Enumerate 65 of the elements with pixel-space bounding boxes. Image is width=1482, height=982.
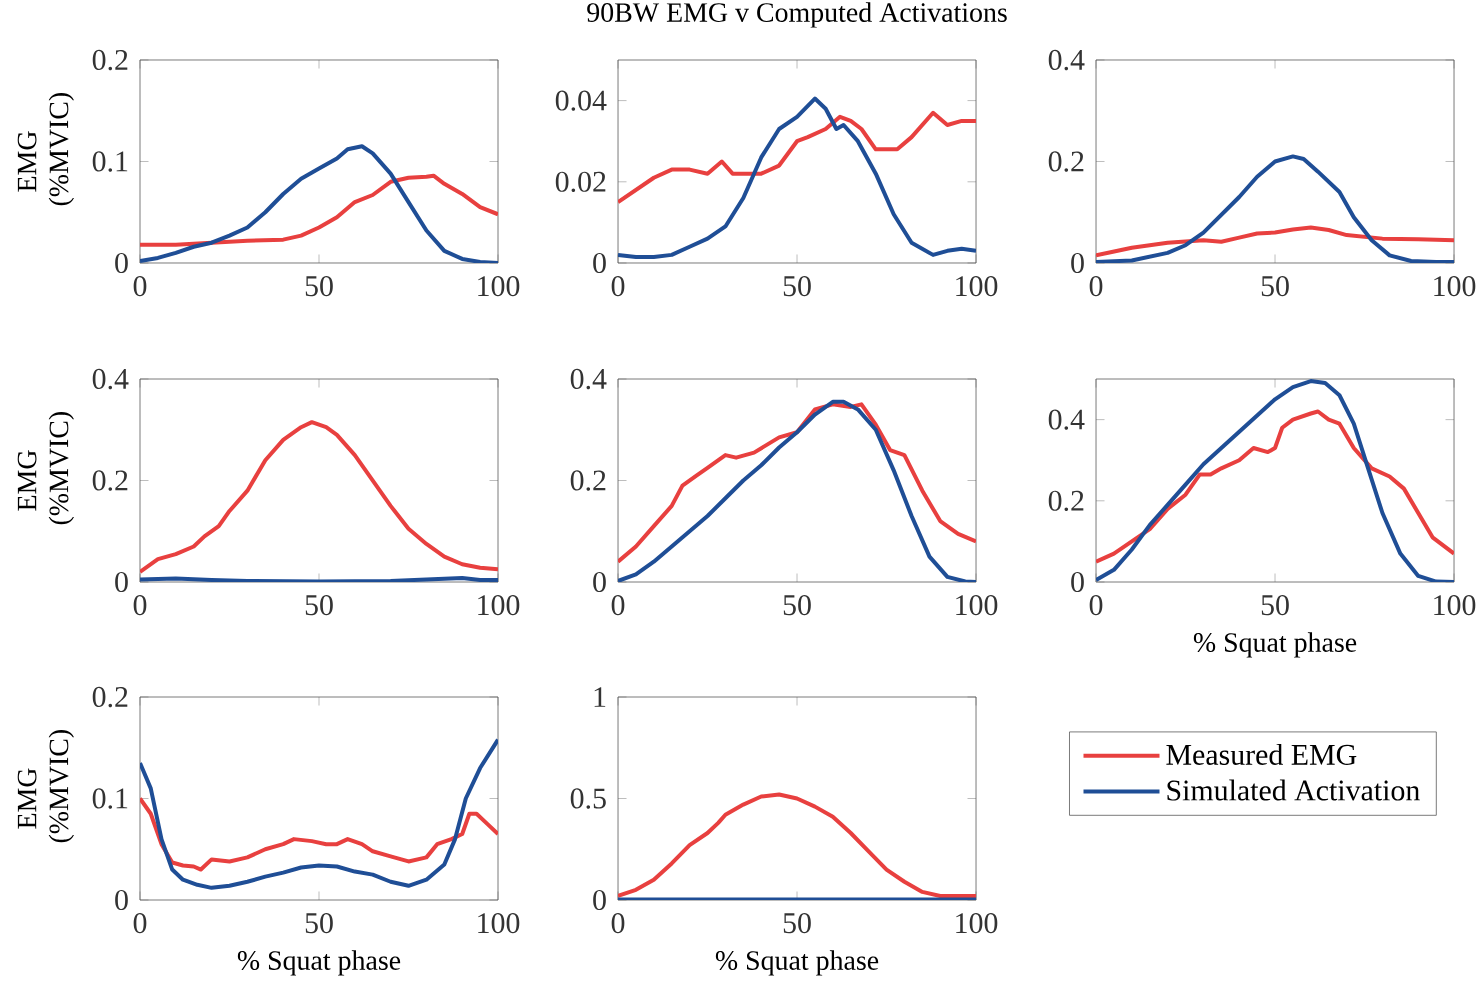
line-series — [140, 144, 499, 263]
x-tick-label: 0 — [133, 913, 147, 934]
x-tick-label: 100 — [956, 595, 998, 616]
x-tick-label: 100 — [1434, 595, 1476, 616]
x-tick-label: 0 — [133, 595, 147, 616]
y-tick-label: 0.4 — [1048, 409, 1085, 430]
y-axis-title: EMG (%MVIC) — [17, 93, 74, 206]
y-tick-label: 0.2 — [1048, 490, 1084, 511]
y-tick-label: 0.1 — [92, 151, 128, 172]
y-tick-label: 0.2 — [92, 49, 128, 71]
y-tick-label: 0.02 — [555, 171, 606, 192]
x-tick-label: 100 — [478, 913, 520, 934]
x-axis-title: % Squat phase — [715, 950, 879, 976]
x-tick-label: 0 — [611, 276, 625, 297]
x-axis-title: % Squat phase — [237, 950, 401, 976]
y-tick-label: 0 — [593, 571, 606, 593]
x-tick-label: 50 — [783, 595, 811, 616]
x-tick-label: 50 — [305, 595, 333, 616]
y-tick-label: 0 — [115, 571, 128, 593]
legend-label: Measured EMG — [1166, 743, 1357, 765]
x-tick-label: 0 — [611, 595, 625, 616]
x-tick-label: 50 — [783, 276, 811, 297]
x-tick-label: 50 — [1261, 595, 1289, 616]
y-tick-label: 0.2 — [92, 686, 128, 708]
chart-title: 90BW EMG v Computed Activations — [587, 2, 1007, 28]
line-series — [140, 173, 499, 247]
x-tick-label: 50 — [1261, 276, 1289, 297]
x-tick-label: 0 — [133, 276, 147, 297]
x-tick-label: 0 — [1089, 595, 1103, 616]
y-tick-label: 1 — [594, 687, 606, 707]
y-tick-label: 0.2 — [1048, 151, 1084, 172]
y-tick-label: 0 — [1071, 571, 1084, 593]
x-tick-label: 100 — [956, 913, 998, 934]
y-tick-label: 0.04 — [555, 90, 607, 111]
x-tick-label: 0 — [611, 913, 625, 934]
line-series — [618, 96, 977, 259]
y-tick-label: 0.4 — [92, 368, 129, 390]
line-series — [1096, 379, 1455, 582]
y-tick-label: 0 — [115, 252, 128, 274]
legend-label: Simulated Activation — [1167, 779, 1420, 801]
x-tick-label: 50 — [305, 276, 333, 297]
y-tick-label: 0.1 — [92, 788, 128, 809]
y-tick-label: 0 — [593, 889, 606, 911]
y-tick-label: 0 — [1071, 252, 1084, 274]
line-series — [1096, 225, 1455, 258]
y-tick-label: 0.2 — [570, 470, 606, 491]
y-tick-label: 0.2 — [92, 470, 128, 491]
y-axis-title: EMG (%MVIC) — [17, 412, 74, 525]
line-series — [618, 792, 977, 898]
line-series — [140, 796, 499, 872]
x-tick-label: 100 — [956, 276, 998, 297]
y-tick-label: 0.5 — [570, 788, 606, 809]
x-tick-label: 50 — [305, 913, 333, 934]
x-tick-label: 100 — [1434, 276, 1476, 297]
y-tick-label: 0 — [593, 252, 606, 274]
y-tick-label: 0.4 — [570, 368, 607, 390]
y-tick-label: 0.4 — [1048, 49, 1085, 71]
y-tick-label: 0 — [115, 889, 128, 911]
x-tick-label: 100 — [478, 595, 520, 616]
line-series — [140, 737, 499, 890]
x-tick-label: 50 — [783, 913, 811, 934]
x-axis-title: % Squat phase — [1193, 632, 1357, 658]
y-axis-title: EMG (%MVIC) — [17, 730, 74, 843]
x-tick-label: 100 — [478, 276, 520, 297]
x-tick-label: 0 — [1089, 276, 1103, 297]
